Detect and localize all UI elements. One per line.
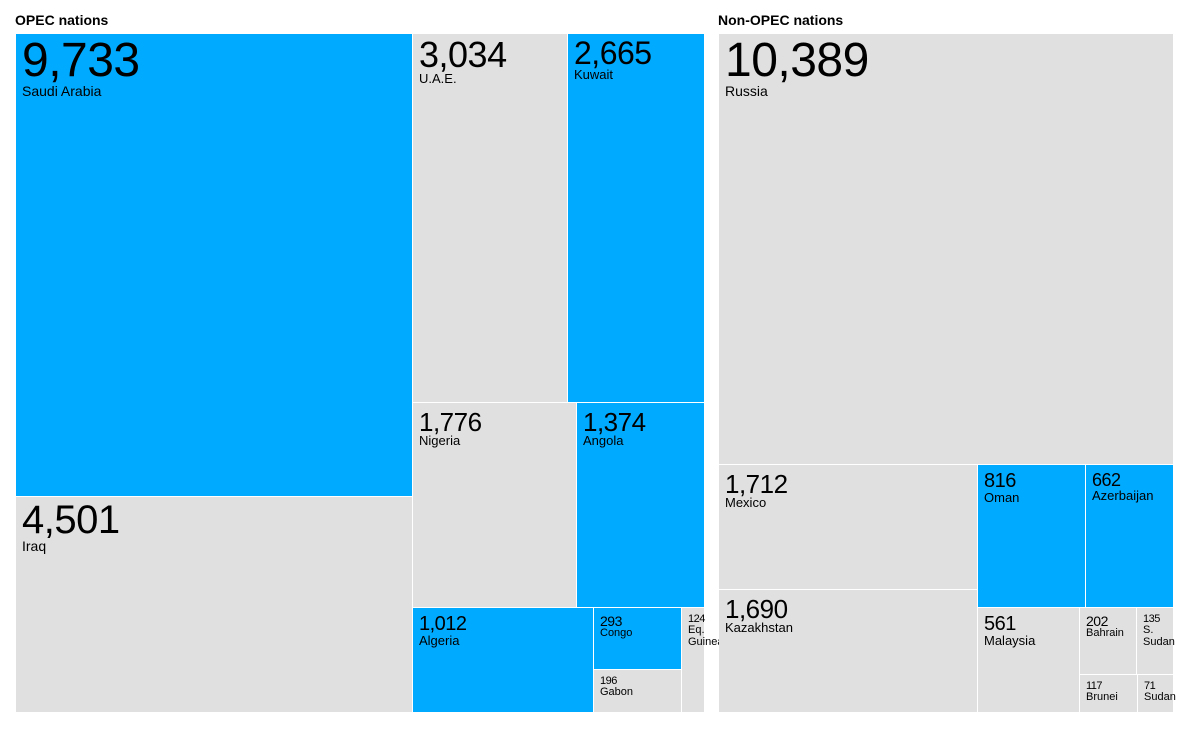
category-label-eq-guinea: Eq. Guinea	[688, 624, 724, 648]
value-label-u-a-e: 3,034	[419, 34, 507, 75]
value-label-nigeria: 1,776	[419, 407, 482, 437]
category-label-russia: Russia	[725, 83, 768, 99]
category-label-u-a-e: U.A.E.	[419, 71, 457, 86]
value-label-angola: 1,374	[583, 407, 646, 437]
panel-title-opec-nations: OPEC nations	[15, 12, 109, 28]
category-label-congo: Congo	[600, 627, 633, 639]
category-label-s-sudan: S. Sudan	[1143, 624, 1175, 648]
treemap-cell-russia: 10,389 Russia	[719, 34, 1173, 464]
value-label-iraq: 4,501	[22, 498, 120, 542]
treemap-cell-mexico: 1,712 Mexico	[719, 465, 977, 589]
treemap-cell-eq-guinea: 124 Eq. Guinea	[682, 608, 723, 712]
treemap-cell-gabon: 196 Gabon	[594, 670, 681, 712]
treemap-cell-brunei: 117 Brunei	[1080, 675, 1137, 712]
value-label-s-sudan: 135	[1143, 613, 1160, 625]
value-label-eq-guinea: 124	[688, 613, 705, 625]
value-label-congo: 293	[600, 613, 622, 629]
category-label-kazakhstan: Kazakhstan	[725, 620, 793, 635]
value-label-brunei: 117	[1086, 680, 1103, 692]
category-label-azerbaijan: Azerbaijan	[1092, 488, 1154, 503]
category-label-angola: Angola	[583, 433, 624, 448]
treemap-cell-bahrain: 202 Bahrain	[1080, 608, 1136, 674]
value-label-sudan: 71	[1144, 680, 1156, 692]
panel-title-non-opec-nations: Non-OPEC nations	[718, 12, 844, 28]
treemap-cell-nigeria: 1,776 Nigeria	[413, 403, 576, 607]
treemap-cell-kuwait: 2,665 Kuwait	[568, 34, 704, 402]
category-label-brunei: Brunei	[1086, 691, 1118, 703]
value-label-azerbaijan: 662	[1092, 470, 1121, 490]
treemap-cell-oman: 816 Oman	[978, 465, 1085, 607]
category-label-mexico: Mexico	[725, 495, 767, 510]
category-label-algeria: Algeria	[419, 633, 460, 648]
value-label-gabon: 196	[600, 675, 617, 687]
value-label-kazakhstan: 1,690	[725, 594, 788, 624]
value-label-bahrain: 202	[1086, 613, 1108, 629]
category-label-nigeria: Nigeria	[419, 433, 461, 448]
treemap-cell-kazakhstan: 1,690 Kazakhstan	[719, 590, 977, 712]
value-label-russia: 10,389	[725, 34, 869, 87]
treemap-cell-angola: 1,374 Angola	[577, 403, 704, 607]
value-label-saudi-arabia: 9,733	[22, 34, 140, 87]
value-label-oman: 816	[984, 470, 1016, 492]
category-label-sudan: Sudan	[1144, 691, 1176, 703]
category-label-kuwait: Kuwait	[574, 67, 614, 82]
treemap-cell-congo: 293 Congo	[594, 608, 681, 669]
treemap-cell-malaysia: 561 Malaysia	[978, 608, 1079, 712]
treemap-cell-azerbaijan: 662 Azerbaijan	[1086, 465, 1173, 607]
category-label-saudi-arabia: Saudi Arabia	[22, 83, 102, 99]
value-label-algeria: 1,012	[419, 613, 467, 635]
treemap-cell-sudan: 71 Sudan	[1138, 675, 1176, 712]
treemap-cell-algeria: 1,012 Algeria	[413, 608, 593, 712]
value-label-mexico: 1,712	[725, 469, 788, 499]
treemap-cell-u-a-e: 3,034 U.A.E.	[413, 34, 567, 402]
category-label-iraq: Iraq	[22, 538, 47, 554]
value-label-malaysia: 561	[984, 613, 1016, 635]
value-label-kuwait: 2,665	[574, 35, 652, 71]
treemap-cell-iraq: 4,501 Iraq	[16, 497, 412, 712]
category-label-malaysia: Malaysia	[984, 633, 1036, 648]
treemap-cell-s-sudan: 135 S. Sudan	[1137, 608, 1175, 674]
treemap-cell-saudi-arabia: 9,733 Saudi Arabia	[16, 34, 412, 496]
category-label-gabon: Gabon	[600, 686, 634, 698]
category-label-oman: Oman	[984, 490, 1020, 505]
category-label-bahrain: Bahrain	[1086, 627, 1124, 639]
